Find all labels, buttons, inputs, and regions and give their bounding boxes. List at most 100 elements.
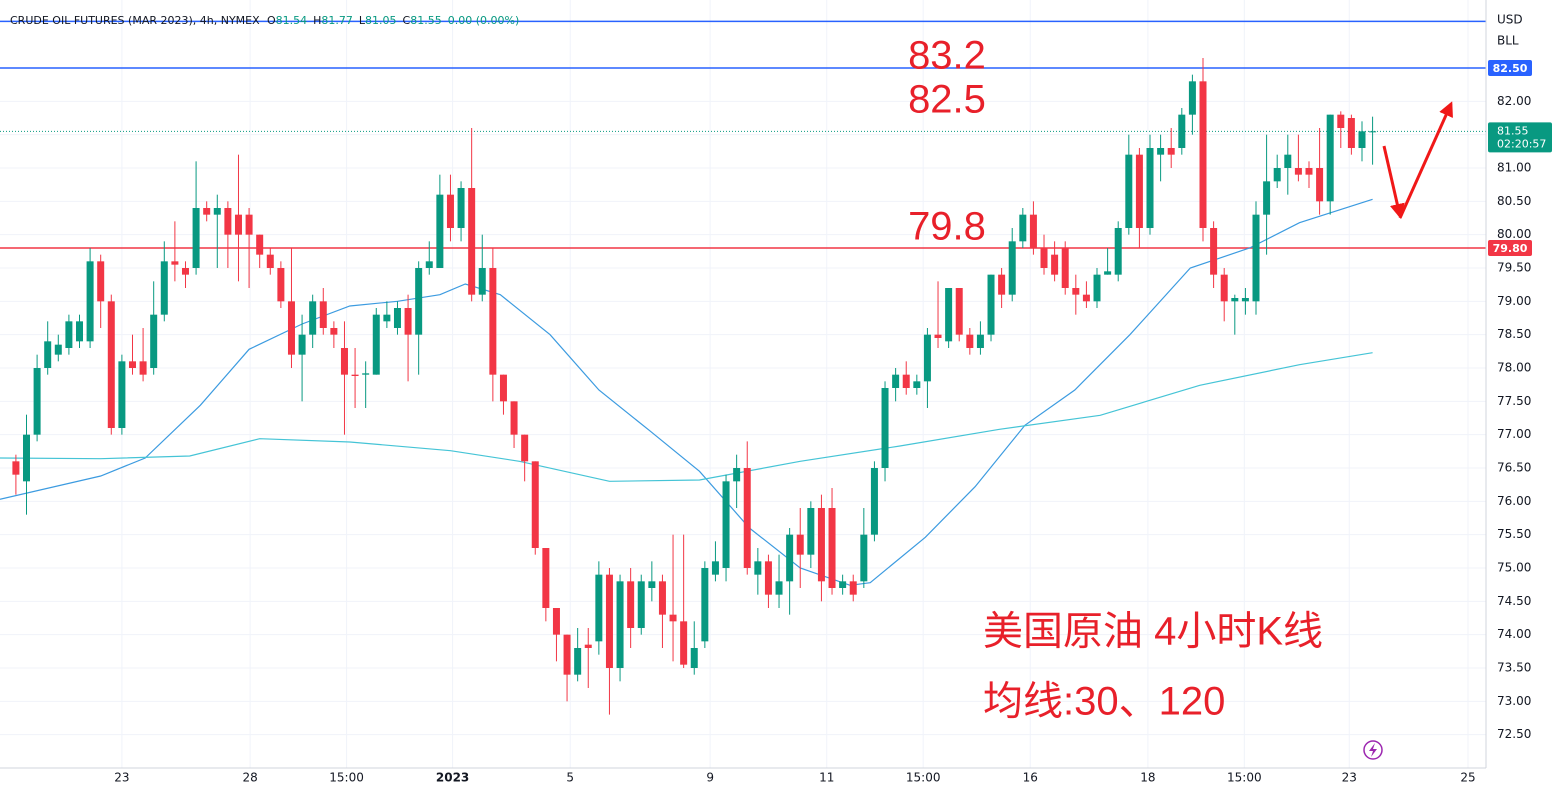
candle-body — [1358, 131, 1366, 148]
candle-body — [1104, 271, 1112, 275]
candle-body — [1029, 214, 1037, 248]
legend-change: 0.00 (0.00%) — [448, 14, 520, 27]
y-tick-label: 76.00 — [1497, 494, 1531, 508]
candle-body — [669, 614, 677, 622]
candle-body — [796, 534, 804, 555]
candle-body — [330, 328, 338, 335]
candle-body — [1019, 214, 1027, 242]
alert-bolt — [1369, 743, 1377, 757]
candle-body — [213, 208, 221, 215]
symbol: CRUDE OIL FUTURES (MAR 2023), 4h, NYMEX — [10, 14, 260, 27]
candle-body — [245, 214, 253, 235]
candle-body — [1072, 288, 1080, 295]
level-label: 83.2 — [908, 34, 986, 78]
candle-body — [998, 274, 1006, 295]
candle-body — [139, 361, 147, 375]
candle-body — [224, 208, 232, 235]
candle-body — [1146, 148, 1154, 228]
x-tick-label: 5 — [566, 771, 574, 785]
x-tick-label: 25 — [1460, 771, 1475, 785]
candle-body — [552, 608, 560, 635]
candle-body — [510, 401, 518, 435]
x-tick-label: 2023 — [436, 771, 469, 785]
candle-body — [976, 334, 984, 348]
candle-body — [966, 334, 974, 348]
candle-body — [1082, 294, 1090, 302]
candle-body — [881, 388, 889, 468]
legend-key: L — [359, 14, 366, 27]
x-tick-label: 9 — [706, 771, 714, 785]
y-tick-label: 76.50 — [1497, 461, 1531, 475]
y-tick-label: 75.50 — [1497, 527, 1531, 541]
unit: BLL — [1497, 34, 1519, 48]
y-tick-label: 78.50 — [1497, 327, 1531, 341]
arrow-up — [1398, 101, 1453, 219]
candle-body — [923, 334, 931, 382]
y-tick-label: 79.00 — [1497, 294, 1531, 308]
candle-body — [733, 468, 741, 482]
candle-body — [764, 561, 772, 595]
candle-body — [309, 301, 317, 335]
candle-body — [203, 208, 211, 215]
candle-body — [1157, 148, 1165, 155]
candle-body — [627, 581, 635, 628]
candle-body — [33, 368, 41, 435]
candle-body — [404, 308, 412, 335]
candle-body — [934, 334, 942, 338]
legend-value: 81.54 — [276, 14, 308, 27]
moving-average — [0, 352, 1373, 482]
candle-body — [1347, 118, 1355, 148]
last-price-label: 81.55 — [1497, 124, 1529, 137]
candle-body — [754, 561, 762, 575]
candle-body — [1210, 228, 1218, 275]
y-tick-label: 72.50 — [1497, 727, 1531, 741]
currency: USD — [1497, 13, 1523, 27]
arrow-down — [1382, 145, 1405, 219]
candle-body — [128, 361, 136, 368]
y-tick-label: 82.00 — [1497, 94, 1531, 108]
x-tick-label: 18 — [1140, 771, 1155, 785]
candle-body — [1114, 228, 1122, 275]
candle-body — [870, 468, 878, 535]
legend-key: H — [313, 14, 321, 27]
candle-body — [1273, 168, 1281, 182]
x-tick-label: 15:00 — [1227, 771, 1262, 785]
candle-body — [860, 534, 868, 582]
candle-body — [107, 301, 115, 428]
candle-body — [711, 561, 719, 575]
candle-body — [1008, 241, 1016, 295]
legend-value: 81.55 — [410, 14, 442, 27]
candle-body — [1316, 168, 1324, 202]
candle-body — [1241, 298, 1249, 302]
candle-body — [234, 214, 242, 235]
x-tick-label: 28 — [242, 771, 257, 785]
y-tick-label: 73.50 — [1497, 661, 1531, 675]
candle-body — [22, 434, 30, 482]
candle-body — [807, 508, 815, 555]
candle-body — [542, 548, 550, 608]
y-tick-label: 77.50 — [1497, 394, 1531, 408]
candle-body — [828, 508, 836, 588]
candle-body — [1337, 114, 1345, 128]
y-tick-label: 73.00 — [1497, 694, 1531, 708]
candle-body — [383, 314, 391, 322]
candle-body — [1178, 114, 1186, 148]
y-tick-label: 80.00 — [1497, 227, 1531, 241]
candle-body — [171, 261, 179, 265]
level-label: 79.8 — [908, 205, 986, 249]
subtitle: 均线:30、120 — [983, 680, 1225, 724]
price-tag-label: 82.50 — [1493, 62, 1528, 75]
candle-body — [277, 268, 285, 302]
last-price-tag — [1488, 122, 1552, 153]
candle-body — [690, 648, 698, 668]
candle-body — [658, 581, 666, 615]
candle-body — [1369, 131, 1377, 133]
x-tick-label: 15:00 — [329, 771, 364, 785]
moving-average — [0, 198, 1373, 586]
y-tick-label: 75.00 — [1497, 561, 1531, 575]
x-tick-label: 23 — [114, 771, 129, 785]
alert-icon[interactable] — [1363, 740, 1383, 760]
